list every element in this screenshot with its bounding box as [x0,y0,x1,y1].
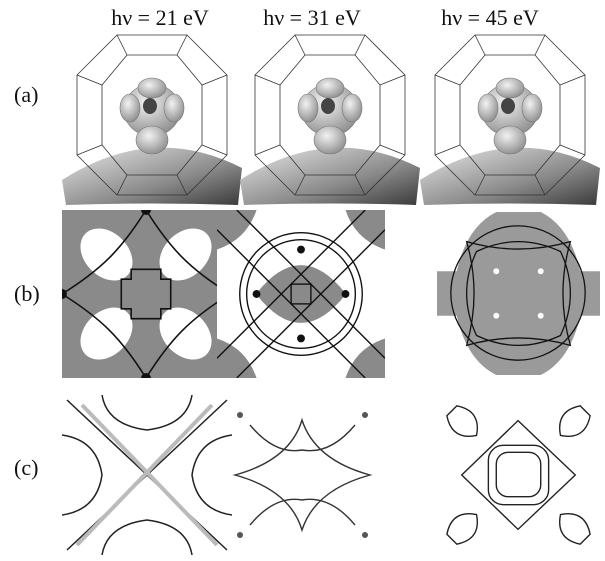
figure: hν = 21 eV hν = 31 eV hν = 45 eV (a) (b)… [0,0,605,561]
panel-a3 [420,35,600,205]
panel-a1 [62,35,242,205]
column-header: hν = 31 eV [263,5,361,30]
panel-b2 [217,210,385,378]
panel-c2 [235,412,370,538]
panel-b3 [437,212,600,375]
row-label: (a) [14,82,38,107]
panel-c1 [62,395,232,555]
row-label: (c) [14,455,38,480]
panel-c3 [447,406,590,544]
column-header: hν = 45 eV [441,5,539,30]
row-label: (b) [14,281,40,306]
column-header: hν = 21 eV [111,5,209,30]
panel-b1 [57,205,235,383]
panel-a2 [240,35,420,205]
